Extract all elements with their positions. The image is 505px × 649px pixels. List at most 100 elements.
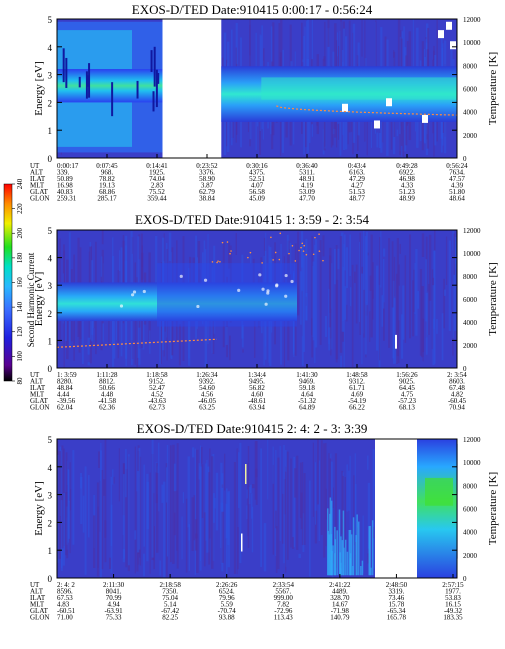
emission-streak <box>371 520 374 576</box>
spectrogram-streak <box>65 452 68 518</box>
ephemeris-cell: 50.89 <box>57 175 73 183</box>
y2-tick-label: 4000 <box>463 319 478 327</box>
spectrogram-streak <box>134 446 136 574</box>
spectrogram-streak <box>293 456 296 548</box>
chart-title: EXOS-D/TED Date:910415 2: 4: 2 - 3: 3:39 <box>137 421 368 436</box>
spectrogram-streak <box>380 231 382 288</box>
ephemeris-cell: 1925. <box>149 169 165 177</box>
ephemeris-row-label: GLON <box>30 195 49 203</box>
spectrogram-streak <box>421 285 424 358</box>
spectrogram-streak <box>364 236 367 355</box>
spectrogram-streak <box>327 19 330 47</box>
spectrogram-streak <box>185 498 188 573</box>
bright-speck <box>179 274 183 278</box>
emission-streak <box>343 547 345 576</box>
scattered-point <box>249 251 252 254</box>
ephemeris-cell: 7350. <box>162 588 178 596</box>
ephemeris-cell: 63.25 <box>199 404 215 412</box>
y2-tick-label: 10000 <box>463 459 481 467</box>
y-tick-label: 5 <box>48 435 53 445</box>
spectrogram-streak <box>345 247 349 289</box>
ephemeris-cell: -43.63 <box>148 397 167 405</box>
spectrogram-streak <box>404 255 407 343</box>
spectrogram-streak <box>398 264 400 286</box>
spectrogram-streak <box>436 319 438 334</box>
ephemeris-row-label: GLON <box>30 404 49 412</box>
emission-streak <box>65 57 68 88</box>
spectrogram-streak <box>354 483 357 556</box>
emission-band-core <box>425 477 453 506</box>
spectrogram-streak <box>335 245 338 363</box>
ephemeris-cell: 63.94 <box>249 404 265 412</box>
ephemeris-cell: 6922. <box>399 169 415 177</box>
spectrogram-streak <box>165 467 168 503</box>
spectrogram-streak <box>282 493 285 544</box>
spectrogram-streak <box>306 20 308 105</box>
ephemeris-cell: 45.09 <box>249 195 265 203</box>
spectrogram-streak <box>369 275 372 291</box>
ephemeris-row-label: MLT <box>30 182 45 190</box>
emission-streak <box>361 560 364 576</box>
spectrogram-streak <box>196 449 199 573</box>
scattered-point <box>298 249 300 252</box>
spectrogram-streak <box>155 472 159 553</box>
panel-3: 0 1 2 3 4 5 0 2000 4000 6000 8000 10000 12000 Energy … <box>30 421 499 622</box>
ephemeris-cell: 4.75 <box>401 391 414 399</box>
spectrogram-streak <box>229 335 231 361</box>
spectrogram-streak <box>375 265 379 351</box>
spectrogram-streak <box>426 134 428 140</box>
saturated-pixel <box>395 334 397 349</box>
spectrogram-streak <box>134 530 137 540</box>
ephemeris-cell: 8603. <box>449 378 465 386</box>
spectrogram-streak <box>221 511 224 563</box>
spectrogram-streak <box>354 271 356 284</box>
spectrogram-streak <box>178 324 181 366</box>
spectrogram-streak <box>390 99 393 150</box>
ephemeris-cell: -71.98 <box>331 607 350 615</box>
spectrogram-streak <box>172 444 175 564</box>
scattered-point <box>274 251 277 254</box>
ephemeris-cell: 1:41:30 <box>296 371 318 379</box>
spectrogram-streak <box>163 481 166 578</box>
spectrogram-streak <box>363 230 365 334</box>
spectrogram-streak <box>353 475 355 546</box>
ephemeris-cell: 5311. <box>299 169 315 177</box>
spectrogram-streak <box>425 292 428 355</box>
spectrogram-streak <box>346 464 348 512</box>
ephemeris-row-label: UT <box>30 371 40 379</box>
spectrogram-streak <box>165 463 168 577</box>
spectrogram-streak <box>320 440 323 535</box>
ephemeris-cell: 40.83 <box>57 188 73 196</box>
emission-streak <box>329 497 332 576</box>
ephemeris-cell: 4.48 <box>101 391 114 399</box>
spectrogram-streak <box>110 476 113 546</box>
ephemeris-cell: 4.19 <box>301 182 314 190</box>
spectrogram-streak <box>176 443 179 569</box>
chart-title: EXOS-D/TED Date:910415 0:00:17 - 0:56:24 <box>132 2 373 17</box>
y2-axis-label: Temperature [K] <box>487 262 499 335</box>
spectrogram-streak <box>392 298 396 364</box>
spectrogram-streak <box>104 520 107 538</box>
spectrogram-streak <box>396 129 399 137</box>
emission-streak <box>349 529 352 576</box>
ephemeris-cell: 68.86 <box>99 188 115 196</box>
spectrogram-streak <box>397 19 401 89</box>
spectrogram-streak <box>92 515 96 568</box>
spectrogram-streak <box>170 311 172 359</box>
emission-streak <box>88 63 91 98</box>
spectrogram-streak <box>415 248 418 336</box>
spectrogram-streak <box>191 497 194 551</box>
ephemeris-cell: 1:11:28 <box>96 371 118 379</box>
spectrogram-streak <box>443 278 445 329</box>
y2-tick-label: 2000 <box>463 132 478 140</box>
ephemeris-cell: 75.33 <box>106 614 122 622</box>
spectrogram-streak <box>275 450 277 557</box>
ephemeris-cell: 2:33:54 <box>273 581 295 589</box>
spectrogram-streak <box>97 451 101 468</box>
spectrogram-streak <box>246 489 248 499</box>
scattered-point <box>279 232 282 235</box>
ephemeris-cell: 64.45 <box>399 384 415 392</box>
spectrogram-streak <box>146 473 149 562</box>
y2-tick-label: 12000 <box>463 436 481 444</box>
